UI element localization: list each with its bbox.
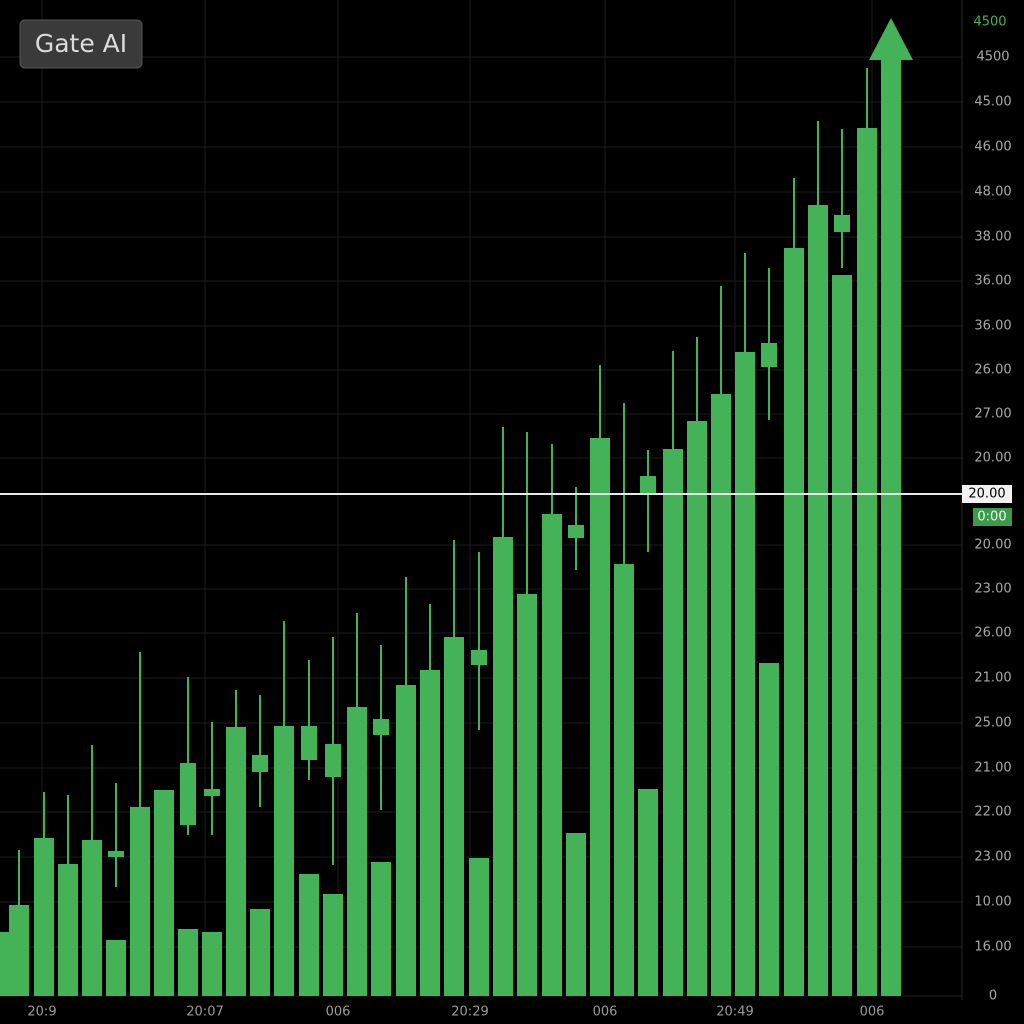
candle-body [323,894,343,996]
candle-body [108,851,124,857]
x-tick-label: 20:49 [716,1005,753,1020]
candle-body [834,215,850,232]
y-tick-label: 23.00 [974,850,1011,865]
candle-body [493,537,513,996]
labels: 4500 45.00 46.00 48.00 38.00 36.00 36.00 26.00 2… [0,15,1012,1020]
candle-body [566,833,586,996]
y-tick-label: 36.00 [974,319,1011,334]
price-label-box [962,485,1012,503]
candle-body [274,726,294,996]
candle-body [9,905,29,996]
x-tick-label: 006 [326,1005,351,1020]
y-tick-label: 25.00 [974,716,1011,731]
marks [0,18,913,996]
candle-body [252,755,268,772]
chart-title: Gate AI [35,29,127,58]
candle-body [34,838,54,996]
title-box [19,19,143,69]
x-tick-label: 006 [860,1005,885,1020]
candle-body [469,858,489,996]
candle-body [325,744,341,777]
y-tick-label: 27.00 [974,407,1011,422]
y-tick-label: 45.00 [974,95,1011,110]
y-tick-label: 20.00 [974,538,1011,553]
candle-body [857,128,877,996]
candle-body [711,394,731,996]
candle-body [735,352,755,996]
y-tick-label: 21.00 [974,761,1011,776]
y-tick-label: 16.00 [974,940,1011,955]
x-tick-label: 006 [593,1005,618,1020]
y-tick-label: 46.00 [974,140,1011,155]
candle-body [808,205,828,996]
y-tick-label: 23.00 [974,582,1011,597]
candle-body [638,789,658,996]
candle-body [347,707,367,996]
y-tick-label: 26.00 [974,363,1011,378]
price-badge-box [973,508,1012,526]
y-tick-label: 22.00 [974,805,1011,820]
candle-body [640,476,656,495]
x-tick-label: 20:07 [186,1005,223,1020]
candle-body [226,727,246,996]
candle-body [784,248,804,996]
y-tick-label: 36.00 [974,274,1011,289]
candle-body [832,275,852,996]
candle-body [0,932,10,996]
candle-body [396,685,416,996]
candle-body [82,840,102,996]
candle-body [420,670,440,996]
candle-body [154,790,174,996]
candle-body [568,525,584,538]
candle-body [759,663,779,996]
candle-body [130,807,150,996]
y-tick-label: 10.00 [974,895,1011,910]
candle-body [371,862,391,996]
y-tick-label: 20.00 [974,451,1011,466]
candle-body [299,874,319,996]
candle-body [542,514,562,996]
candle-body [687,421,707,996]
candle-body [373,719,389,735]
y-tick-label: 4500 [976,50,1009,65]
y-tick-label: 38.00 [974,230,1011,245]
candle-body [471,650,487,665]
y-tick-label: 21.00 [974,671,1011,686]
candle-body [761,343,777,367]
candle-body [58,864,78,996]
candle-body [301,726,317,760]
candle-body [663,449,683,996]
candle-body [614,564,634,996]
y-tick-label: 26.00 [974,626,1011,641]
candle-body [250,909,270,996]
y-tick-label: 48.00 [974,185,1011,200]
candle-body [517,594,537,996]
candle-body [202,932,222,996]
candle-body [178,929,198,996]
price-label: 20.00 [968,487,1005,502]
max-badge: 4500 [973,15,1006,30]
candle-body [204,789,220,796]
candle-body [590,438,610,996]
y-tick-label: 0 [989,989,997,1004]
candle-body [180,763,196,825]
price-badge: 0:00 [977,510,1006,525]
candle-body [106,940,126,996]
x-tick-label: 20:29 [451,1005,488,1020]
trend-arrow [869,18,913,996]
candle-body [444,637,464,996]
x-tick-label: 20:9 [27,1005,56,1020]
